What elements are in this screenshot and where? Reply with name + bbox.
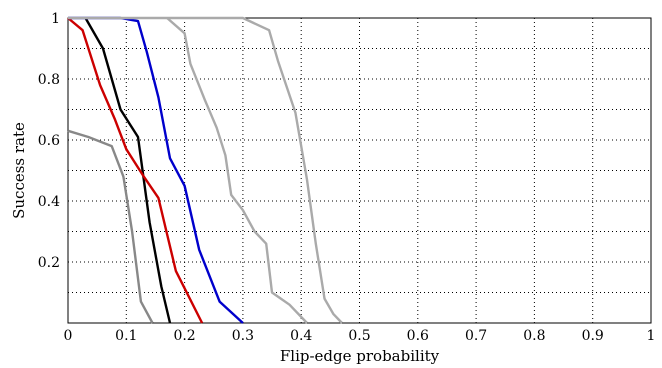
- y-axis-label: Success rate: [10, 122, 28, 219]
- x-axis-label: Flip-edge probability: [280, 347, 440, 365]
- x-tick-label: 0.6: [407, 328, 429, 344]
- y-tick-labels: 0.2 0.4 0.6 0.8 1: [38, 11, 60, 271]
- series-line-6: [68, 16, 343, 324]
- series-line-2: [84, 17, 172, 324]
- x-tick-label: 0: [64, 328, 73, 344]
- x-tick-label: 0.2: [173, 328, 195, 344]
- series-line-3: [67, 17, 204, 324]
- x-tick-label: 0.3: [232, 328, 254, 344]
- series-line-1: [67, 129, 154, 324]
- x-tick-labels: 0 0.1 0.2 0.3 0.4 0.5 0.6 0.7 0.8 0.9 1: [64, 328, 656, 344]
- y-tick-label: 1: [51, 11, 60, 27]
- y-tick-label: 0.2: [38, 255, 60, 271]
- plot-frame: [67, 17, 652, 324]
- x-tick-label: 0.8: [523, 328, 545, 344]
- series-group: [67, 16, 343, 324]
- y-tick-label: 0.6: [38, 133, 60, 149]
- grid: [68, 18, 651, 323]
- x-tick-label: 0.7: [465, 328, 487, 344]
- series-line-4: [68, 16, 244, 324]
- x-tick-label: 0.1: [115, 328, 137, 344]
- x-tick-label: 1: [647, 328, 656, 344]
- y-tick-label: 0.8: [38, 72, 60, 88]
- x-tick-label: 0.5: [348, 328, 370, 344]
- series-line-5: [166, 17, 308, 324]
- y-tick-label: 0.4: [38, 194, 60, 210]
- x-tick-label: 0.4: [290, 328, 312, 344]
- x-tick-label: 0.9: [582, 328, 604, 344]
